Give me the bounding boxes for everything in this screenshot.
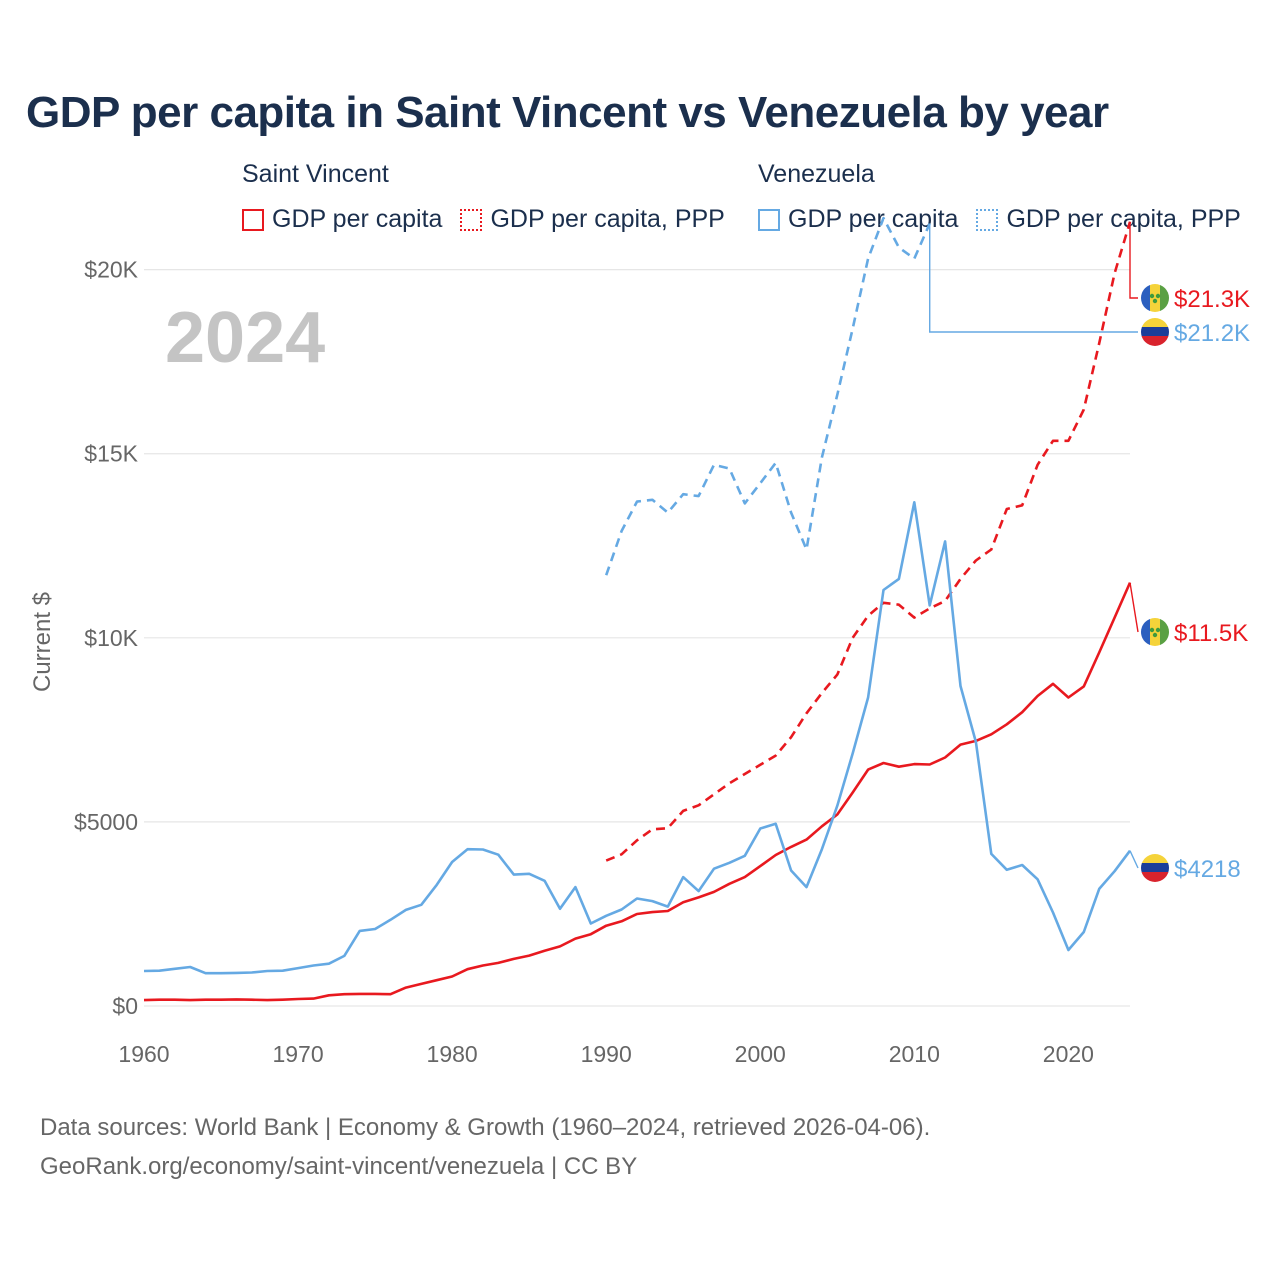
y-tick-label: $10K [84, 625, 138, 651]
y-tick-label: $0 [112, 993, 138, 1019]
legend-item-sv-gdp-ppp[interactable]: GDP per capita, PPP [460, 205, 725, 234]
gdp-line-chart: 2024 Current $ $0 $5000 $10K $15K $20K 1960 19… [29, 216, 1250, 1067]
legend-item-ve-gdp-ppp[interactable]: GDP per capita, PPP [976, 205, 1241, 234]
legend-swatch-dotted [460, 208, 483, 231]
legend-group-saint-vincent: Saint Vincent GDP per capita GDP per cap… [242, 160, 725, 234]
legend-swatch-dotted [976, 208, 999, 231]
x-tick-label: 2000 [735, 1041, 786, 1067]
series-line-3 [604, 216, 931, 576]
series-line-0 [143, 582, 1132, 1002]
legend-swatch-solid [758, 208, 780, 231]
saint-vincent-flag-icon [1141, 284, 1169, 312]
leader-line-venezuela-gdp [1129, 850, 1139, 869]
leader-line-saint-vincent-ppp [1129, 221, 1138, 299]
x-tick-label: 2020 [1043, 1041, 1094, 1067]
data-sources: Data sources: World Bank | Economy & Gro… [40, 1108, 930, 1186]
legend-group-title: Saint Vincent [242, 160, 389, 188]
legend-label: GDP per capita [272, 205, 443, 233]
venezuela-flag-icon [1141, 854, 1169, 882]
legend-group-title: Venezuela [758, 160, 875, 188]
sources-line-2[interactable]: GeoRank.org/economy/saint-vincent/venezu… [40, 1153, 638, 1180]
end-value-label: $21.3K [1174, 286, 1250, 313]
leader-line-saint-vincent-gdp [1129, 582, 1139, 633]
x-tick-label: 1990 [581, 1041, 632, 1067]
x-tick-label: 2010 [889, 1041, 940, 1067]
y-tick-label: $15K [84, 441, 138, 467]
y-tick-label: $5000 [74, 809, 138, 835]
legend-label: GDP per capita, PPP [490, 205, 725, 233]
legend-label: GDP per capita, PPP [1006, 205, 1241, 233]
x-tick-label: 1970 [272, 1041, 323, 1067]
y-axis-title: Current $ [29, 592, 56, 692]
series-line-2 [143, 501, 1132, 975]
leader-line-venezuela-ppp [929, 223, 1138, 333]
x-tick-label: 1980 [427, 1041, 478, 1067]
series-line-1 [605, 221, 1132, 862]
year-watermark: 2024 [165, 298, 325, 378]
end-value-label: $11.5K [1174, 620, 1248, 647]
legend-swatch-solid [242, 208, 264, 231]
venezuela-flag-icon [1141, 318, 1169, 346]
legend-item-sv-gdp[interactable]: GDP per capita [242, 205, 442, 234]
y-tick-label: $20K [84, 257, 138, 283]
saint-vincent-flag-icon [1141, 618, 1169, 646]
chart-title: GDP per capita in Saint Vincent vs Venez… [26, 88, 1109, 137]
end-value-label: $21.2K [1174, 320, 1250, 347]
x-tick-label: 1960 [118, 1041, 169, 1067]
end-value-label: $4218 [1174, 856, 1241, 883]
sources-line-1: Data sources: World Bank | Economy & Gro… [40, 1114, 931, 1141]
